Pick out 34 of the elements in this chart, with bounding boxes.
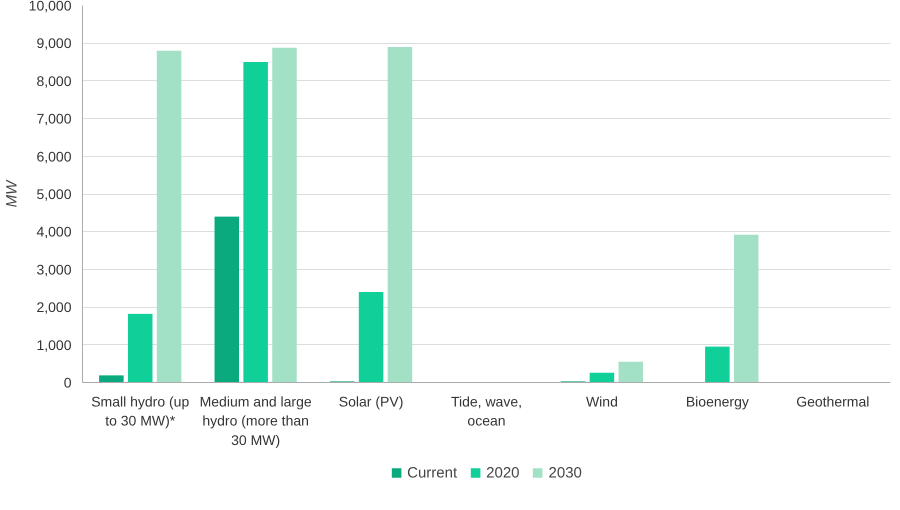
x-tick-label: Geothermal — [796, 394, 870, 410]
bar — [99, 375, 124, 382]
legend-label: 2030 — [548, 464, 582, 481]
y-tick-label: 10,000 — [28, 0, 72, 14]
bar — [243, 62, 268, 382]
y-tick-label: 7,000 — [36, 110, 72, 127]
y-tick-label: 6,000 — [36, 148, 72, 164]
y-tick-label: 0 — [64, 374, 72, 390]
x-tick-label: Tide, wave, ocean — [450, 394, 522, 429]
x-tick-label: Bioenergy — [686, 394, 749, 410]
y-tick-label: 1,000 — [36, 336, 72, 353]
x-tick-label: Medium and large hydro (more than 30 MW) — [200, 394, 312, 448]
bar — [272, 48, 297, 382]
legend-label: 2020 — [486, 464, 520, 481]
y-axis-title: MW — [4, 178, 21, 208]
x-tick-label: Solar (PV) — [338, 394, 404, 410]
bar — [358, 292, 384, 382]
bar — [128, 314, 152, 382]
y-tick-label: 9,000 — [36, 35, 72, 52]
bar — [590, 372, 614, 382]
y-tick-label: 3,000 — [36, 261, 72, 278]
bar — [156, 50, 182, 382]
bar — [734, 234, 758, 382]
bar — [618, 362, 644, 382]
bar — [388, 46, 412, 382]
bar — [705, 346, 730, 382]
x-tick-label: Small hydro (up to 30 MW)* — [91, 394, 190, 429]
y-tick-label: 2,000 — [36, 299, 72, 316]
x-tick-label: Wind — [586, 394, 618, 410]
bar — [214, 216, 240, 382]
y-tick-label: 5,000 — [36, 186, 72, 202]
y-tick-label: 8,000 — [36, 72, 72, 89]
y-tick-label: 4,000 — [36, 224, 72, 240]
legend-label: Current — [407, 464, 458, 481]
